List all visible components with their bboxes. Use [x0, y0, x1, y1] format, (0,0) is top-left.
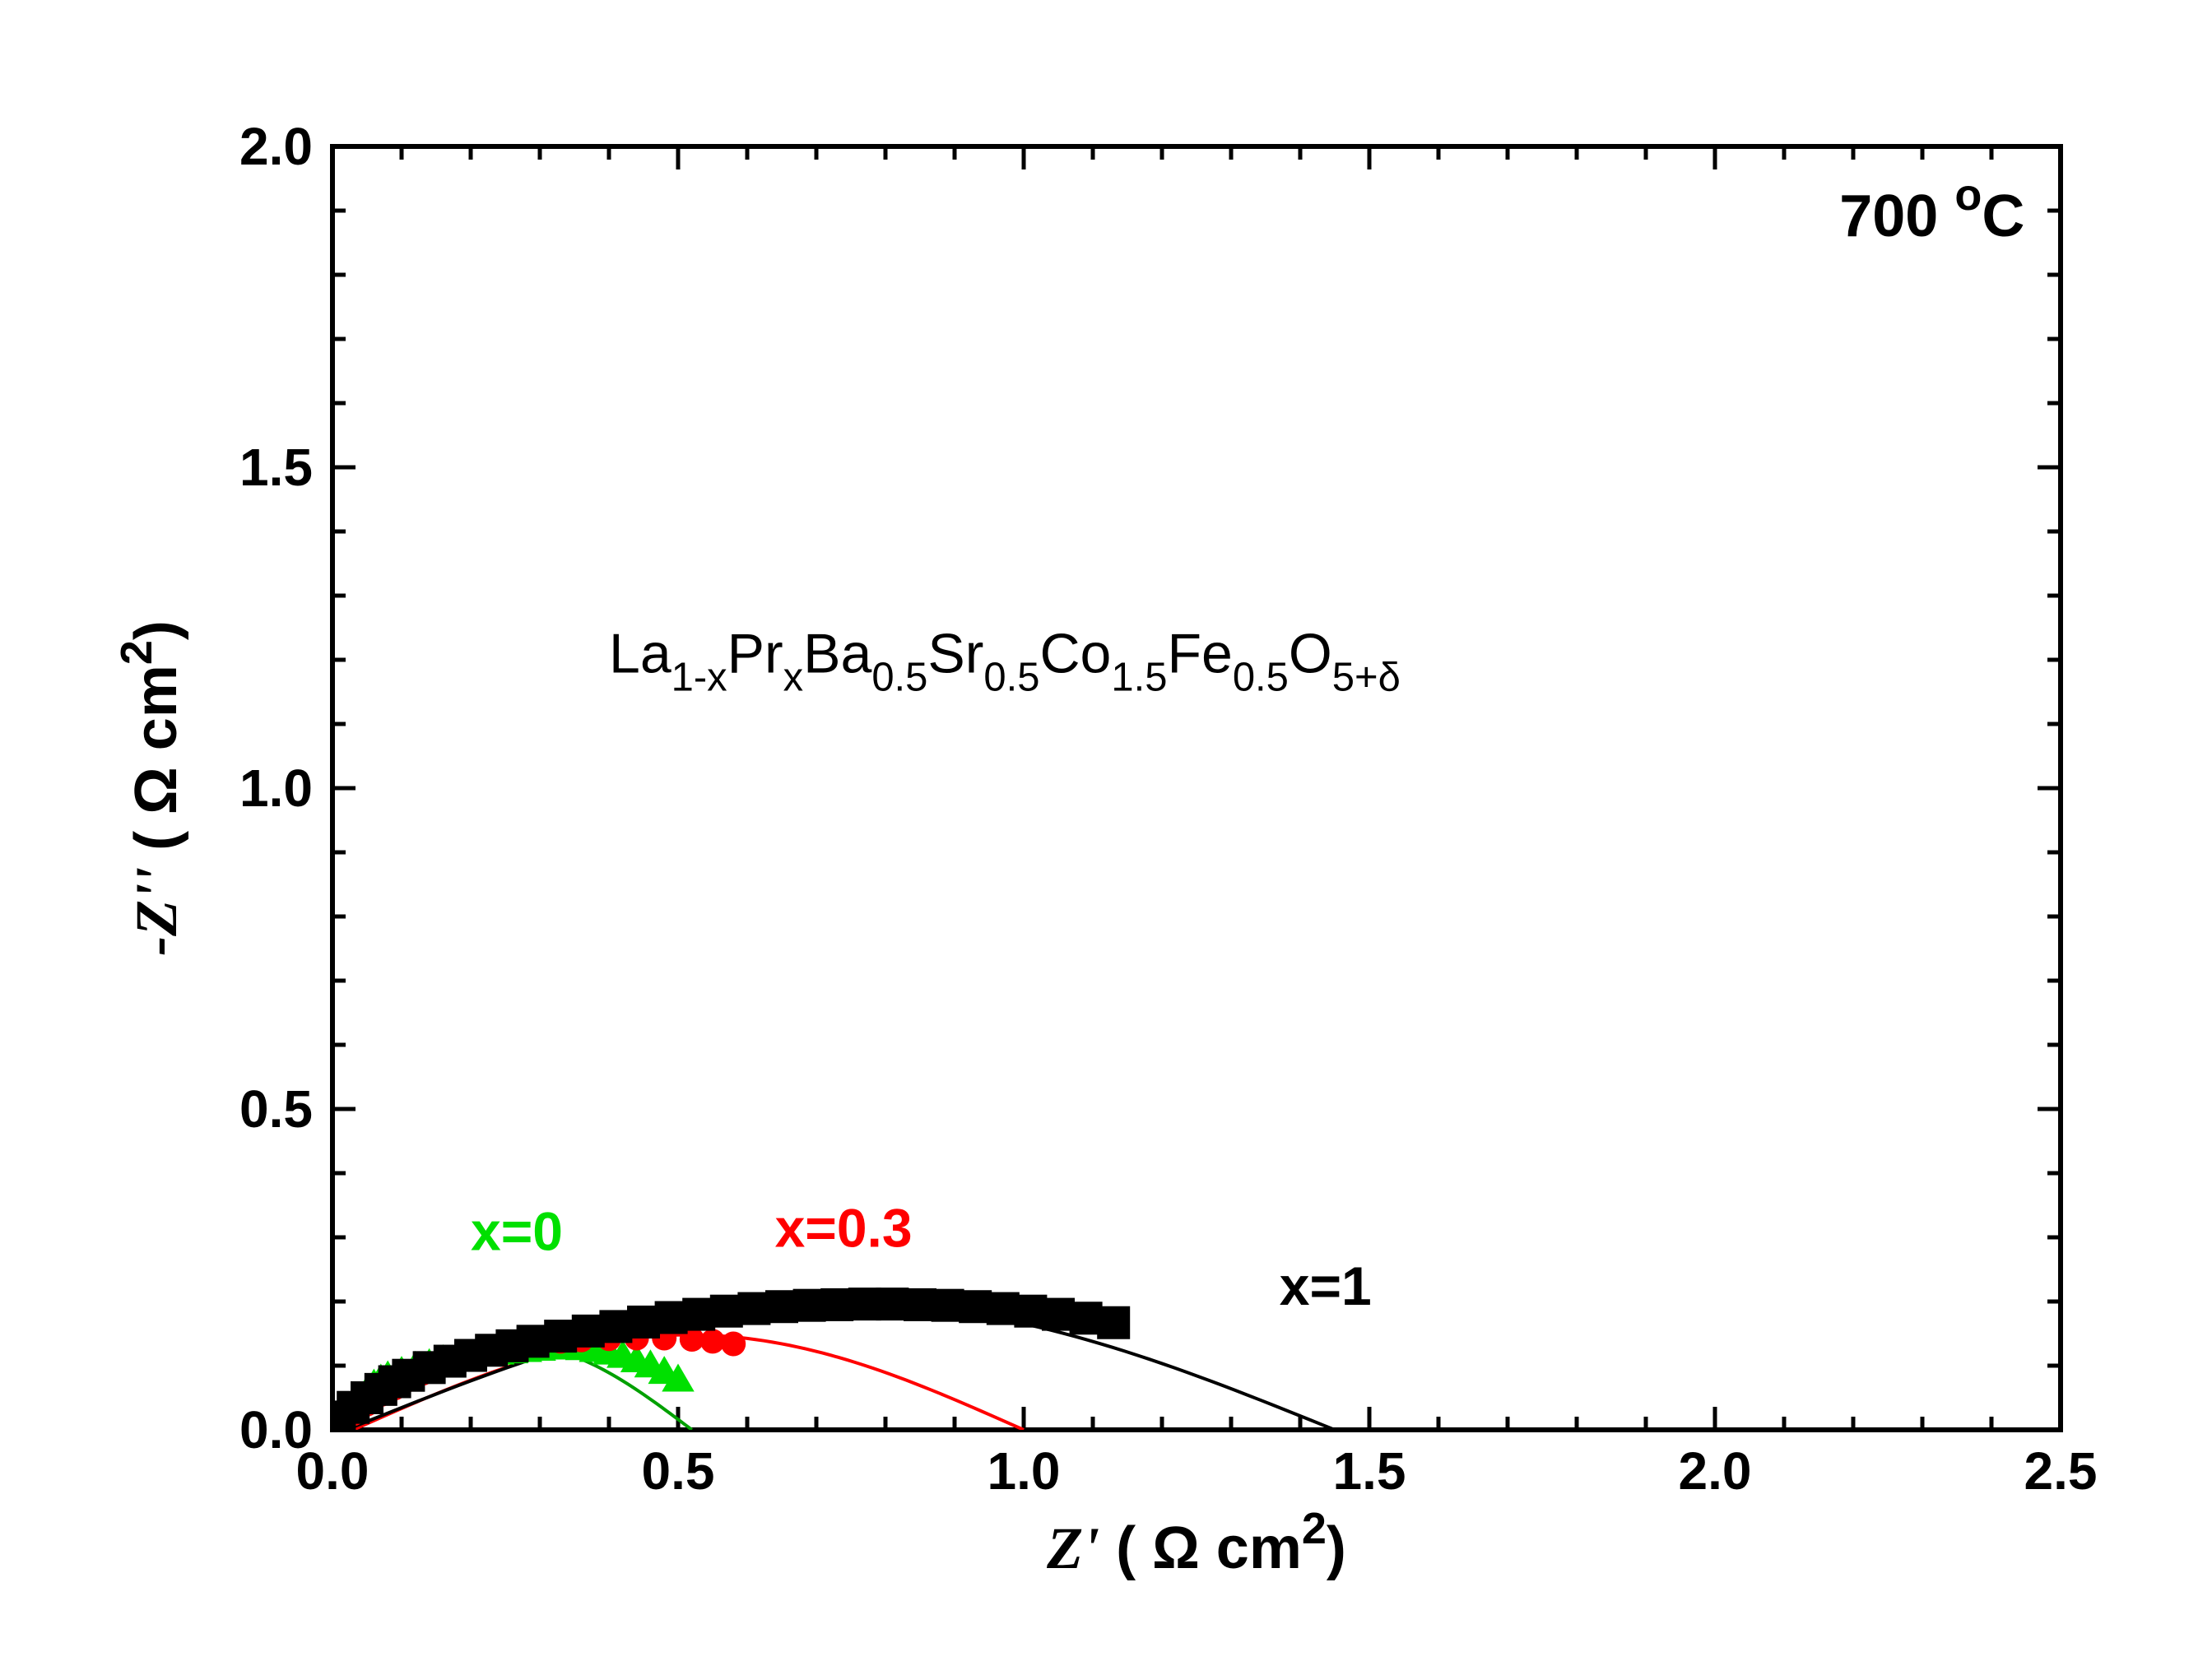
svg-text:0.5: 0.5: [239, 1079, 313, 1139]
svg-text:1.5: 1.5: [239, 438, 313, 497]
svg-text:Z' ( Ω cm2): Z' ( Ω cm2): [1046, 1504, 1346, 1581]
svg-text:x=1: x=1: [1280, 1255, 1372, 1316]
svg-text:-Z'' ( Ω cm2): -Z'' ( Ω cm2): [112, 620, 189, 956]
svg-text:x=0.3: x=0.3: [775, 1198, 913, 1259]
chart-svg: 0.00.51.01.52.02.50.00.51.01.52.0Z' ( Ω …: [86, 48, 2126, 1627]
svg-text:1.0: 1.0: [988, 1441, 1061, 1501]
svg-text:0.5: 0.5: [642, 1441, 715, 1501]
svg-text:1.0: 1.0: [239, 759, 313, 818]
svg-text:1.5: 1.5: [1333, 1441, 1406, 1501]
nyquist-chart: 0.00.51.01.52.02.50.00.51.01.52.0Z' ( Ω …: [86, 48, 2126, 1627]
svg-text:x=0: x=0: [471, 1201, 563, 1262]
svg-text:2.0: 2.0: [239, 117, 313, 176]
svg-text:2.5: 2.5: [2024, 1441, 2098, 1501]
svg-text:0.0: 0.0: [239, 1400, 313, 1459]
svg-text:2.0: 2.0: [1679, 1441, 1752, 1501]
